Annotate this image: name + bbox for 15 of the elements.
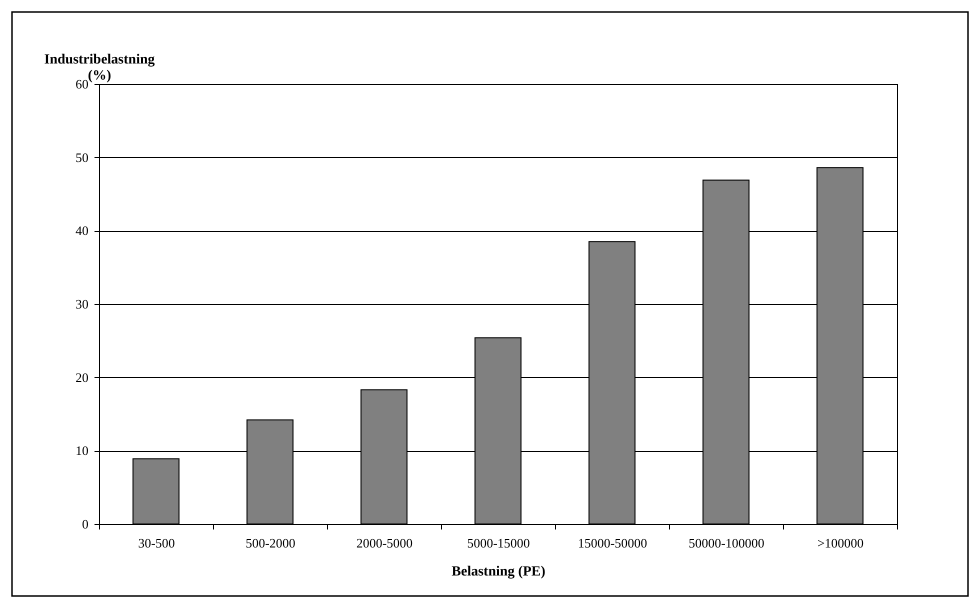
x-tick-label: 5000-15000 — [467, 536, 530, 550]
x-tick-label: 15000-50000 — [578, 536, 648, 550]
y-tick-label: 50 — [76, 150, 88, 165]
y-tick-label: 0 — [82, 516, 88, 532]
x-tick-label: 50000-100000 — [688, 536, 764, 550]
y-tick-label: 30 — [76, 296, 88, 312]
x-tick-label: 500-2000 — [246, 536, 296, 550]
x-axis-title: Belastning (PE) — [452, 564, 546, 580]
bar — [132, 458, 180, 524]
x-tick-label: 2000-5000 — [356, 536, 413, 550]
y-tick-label: 20 — [76, 370, 88, 385]
x-tick-label: >100000 — [817, 536, 864, 550]
y-tick-label: 40 — [76, 223, 88, 238]
y-tick-label: 10 — [76, 443, 88, 458]
x-tick-label: 30-500 — [138, 536, 175, 550]
